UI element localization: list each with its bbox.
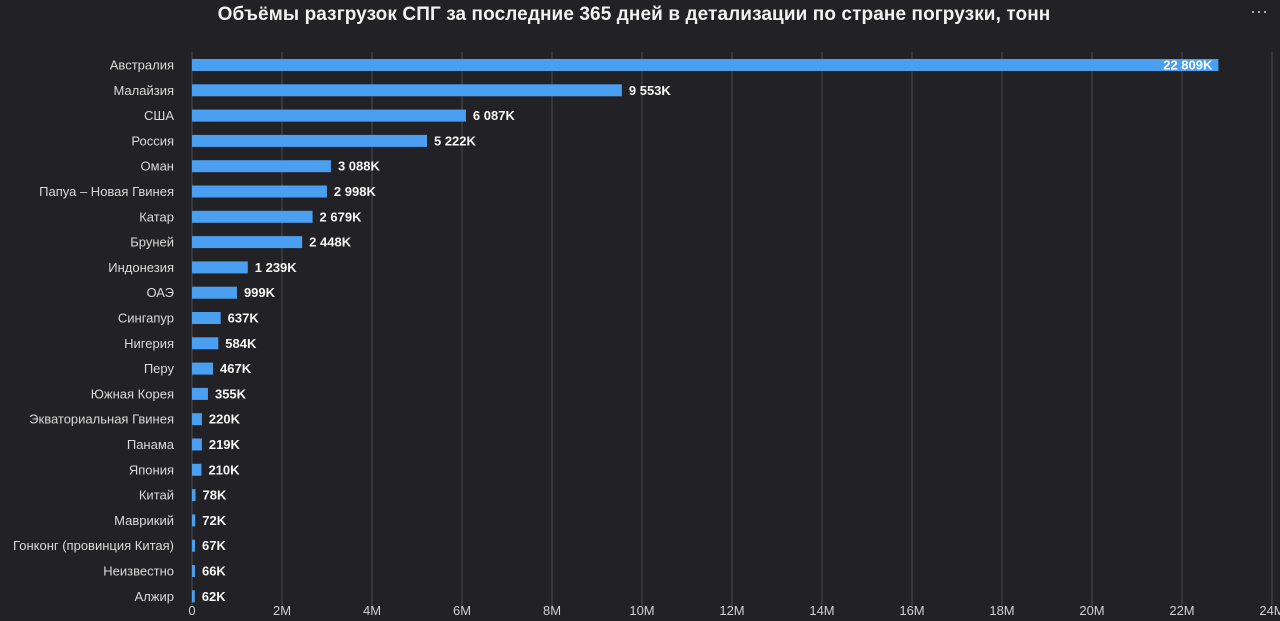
data-label-21: 62K: [202, 589, 226, 604]
x-tick-label-4: 8M: [543, 603, 561, 618]
bar-1[interactable]: [192, 84, 622, 97]
category-label-9: ОАЭ: [146, 285, 174, 300]
x-tick-label-10: 20M: [1079, 603, 1104, 618]
data-label-6: 2 679K: [320, 209, 363, 224]
x-tick-label-12: 24M: [1259, 603, 1280, 618]
data-label-0: 22 809K: [1163, 58, 1213, 73]
bar-11[interactable]: [192, 337, 219, 350]
data-label-11: 584K: [225, 336, 257, 351]
data-label-12: 467K: [220, 361, 252, 376]
category-label-4: Оман: [141, 159, 174, 174]
x-tick-label-9: 18M: [989, 603, 1014, 618]
x-tick-label-0: 0: [188, 603, 195, 618]
category-label-16: Япония: [129, 462, 174, 477]
category-label-10: Сингапур: [118, 311, 174, 326]
bar-19[interactable]: [192, 539, 196, 552]
bar-16[interactable]: [192, 463, 202, 476]
category-label-14: Экваториальная Гвинея: [29, 412, 174, 427]
data-label-1: 9 553K: [629, 83, 672, 98]
bar-3[interactable]: [192, 134, 427, 147]
data-label-3: 5 222K: [434, 133, 477, 148]
bar-4[interactable]: [192, 160, 331, 173]
bar-7[interactable]: [192, 236, 303, 249]
bar-21[interactable]: [192, 590, 195, 603]
category-label-18: Маврикий: [114, 513, 174, 528]
bar-5[interactable]: [192, 185, 327, 198]
data-label-7: 2 448K: [309, 235, 352, 250]
bar-13[interactable]: [192, 387, 208, 400]
x-tick-label-5: 10M: [629, 603, 654, 618]
x-tick-label-2: 4M: [363, 603, 381, 618]
chart-title: Объёмы разгрузок СПГ за последние 365 дн…: [217, 4, 1051, 25]
bar-9[interactable]: [192, 286, 237, 299]
bar-10[interactable]: [192, 312, 221, 324]
x-tick-label-8: 16M: [899, 603, 924, 618]
category-label-6: Катар: [139, 209, 174, 224]
category-label-0: Австралия: [110, 58, 174, 73]
bar-14[interactable]: [192, 413, 202, 426]
category-label-3: Россия: [131, 133, 174, 148]
category-label-7: Бруней: [130, 235, 174, 250]
data-label-9: 999K: [244, 285, 276, 300]
x-tick-label-7: 14M: [809, 603, 834, 618]
category-label-12: Перу: [144, 361, 175, 376]
data-label-8: 1 239K: [255, 260, 298, 275]
bar-18[interactable]: [192, 514, 196, 527]
data-label-16: 210K: [208, 462, 240, 477]
category-label-21: Алжир: [135, 589, 174, 604]
category-label-1: Малайзия: [113, 83, 174, 98]
data-label-10: 637K: [228, 311, 260, 326]
x-tick-label-1: 2M: [273, 603, 291, 618]
category-label-15: Панама: [127, 437, 175, 452]
category-label-8: Индонезия: [108, 260, 174, 275]
x-tick-label-6: 12M: [719, 603, 744, 618]
category-label-11: Нигерия: [124, 336, 174, 351]
x-tick-label-3: 6M: [453, 603, 471, 618]
bar-17[interactable]: [192, 489, 196, 502]
data-label-13: 355K: [215, 386, 247, 401]
data-label-18: 72K: [202, 513, 226, 528]
category-label-13: Южная Корея: [91, 386, 174, 401]
bar-8[interactable]: [192, 261, 248, 274]
more-horizontal-icon[interactable]: ···: [1250, 1, 1268, 21]
bar-0[interactable]: [192, 59, 1219, 71]
data-label-4: 3 088K: [338, 159, 381, 174]
bar-15[interactable]: [192, 438, 202, 451]
data-label-17: 78K: [203, 488, 227, 503]
category-label-5: Папуа – Новая Гвинея: [39, 184, 174, 199]
data-label-2: 6 087K: [473, 108, 516, 123]
category-label-19: Гонконг (провинция Китая): [13, 538, 174, 553]
data-label-19: 67K: [202, 538, 226, 553]
category-label-17: Китай: [139, 488, 174, 503]
category-label-20: Неизвестно: [103, 564, 174, 579]
data-label-20: 66K: [202, 564, 226, 579]
bar-12[interactable]: [192, 362, 214, 375]
bar-20[interactable]: [192, 565, 195, 577]
data-label-5: 2 998K: [334, 184, 377, 199]
category-label-2: США: [144, 108, 174, 123]
x-tick-label-11: 22M: [1169, 603, 1194, 618]
bar-2[interactable]: [192, 109, 466, 122]
data-label-14: 220K: [209, 412, 241, 427]
bar-6[interactable]: [192, 210, 313, 223]
data-label-15: 219K: [209, 437, 241, 452]
